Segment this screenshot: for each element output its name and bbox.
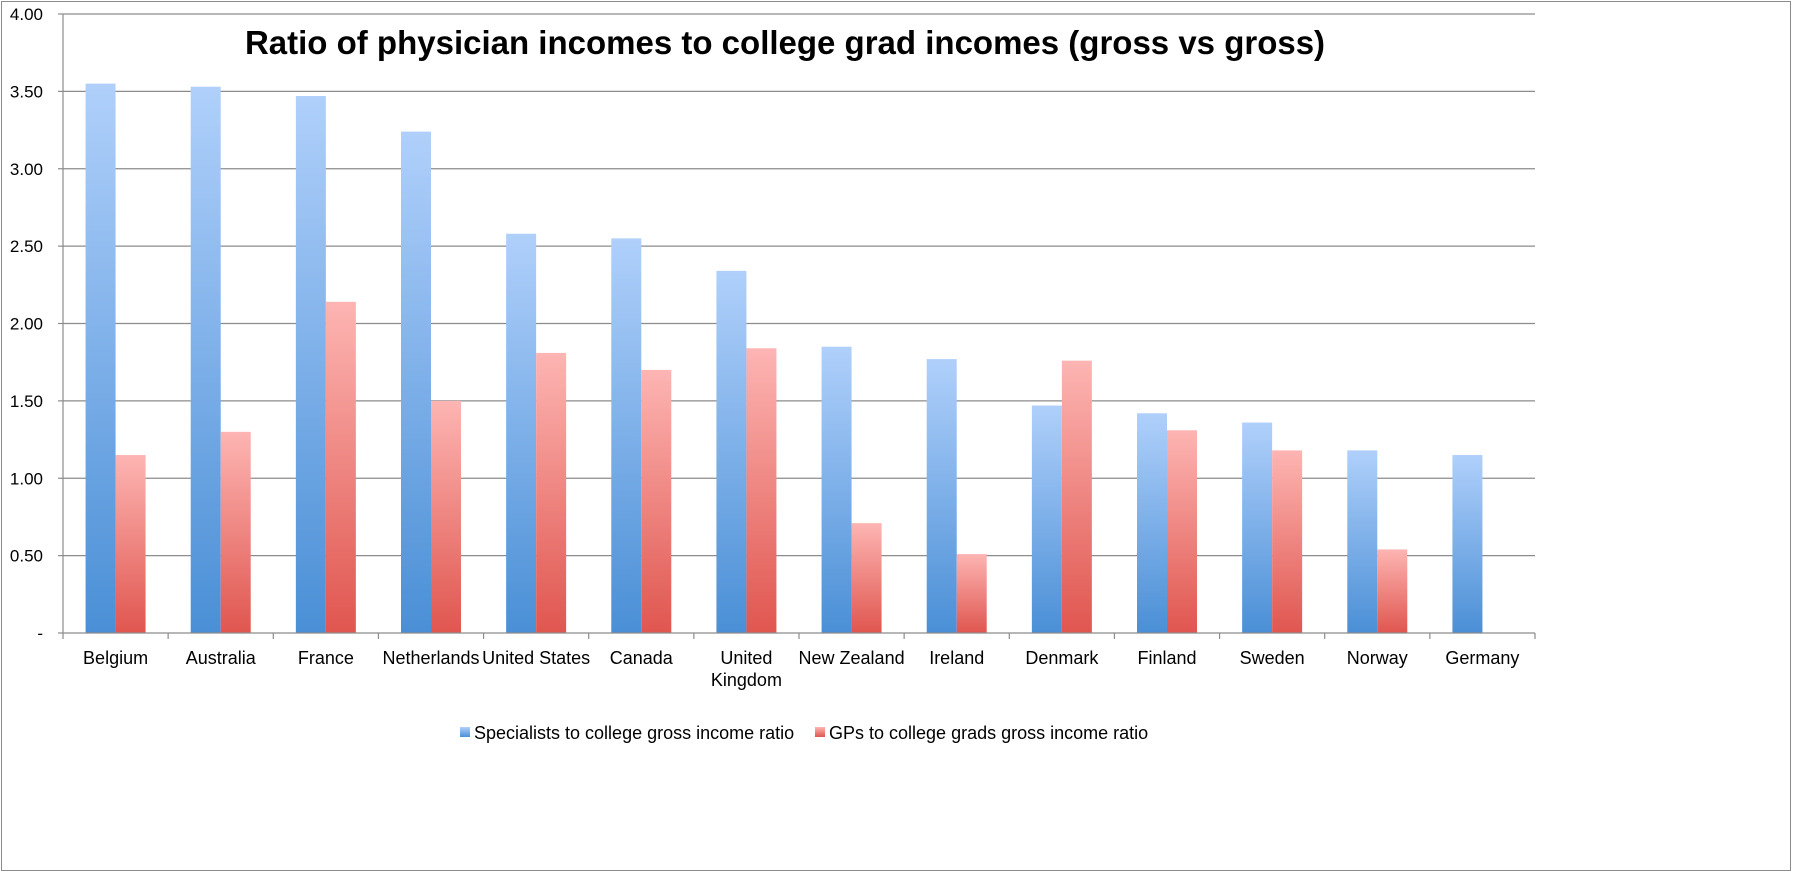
bar-gps-united-kingdom — [746, 348, 777, 633]
y-axis: - 0.50 1.00 1.50 2.00 2.50 3.00 3.50 4.00 — [10, 5, 64, 643]
bar-specialists-united-kingdom — [716, 270, 747, 633]
bar-gps-belgium — [115, 455, 146, 633]
bar-specialists-new-zealand — [821, 346, 852, 633]
bar-gps-new-zealand — [851, 523, 882, 633]
x-tick-label: New Zealand — [799, 648, 905, 668]
bar-specialists-sweden — [1242, 422, 1273, 633]
bar-specialists-france — [295, 96, 326, 633]
x-tick-label: Denmark — [1025, 648, 1099, 668]
x-tick-label: Sweden — [1240, 648, 1305, 668]
x-tick-label: France — [298, 648, 354, 668]
legend-label: GPs to college grads gross income ratio — [829, 723, 1148, 743]
bar-gps-denmark — [1061, 360, 1092, 633]
bar-specialists-finland — [1137, 413, 1167, 633]
bar-specialists-australia — [190, 86, 221, 634]
x-tick-label: Finland — [1137, 648, 1196, 668]
chart-title: Ratio of physician incomes to college gr… — [245, 24, 1325, 61]
x-axis: Belgium Australia France Netherlands United … — [62, 632, 1536, 690]
bar-specialists-belgium — [85, 83, 116, 633]
bar-gps-norway — [1377, 549, 1408, 633]
y-tick-label: 1.00 — [10, 469, 43, 488]
bar-gps-ireland — [956, 554, 987, 633]
bar-gps-finland — [1167, 430, 1197, 633]
bar-specialists-norway — [1347, 450, 1378, 633]
y-tick-label: 1.50 — [10, 392, 43, 411]
y-tick-label: 2.50 — [10, 237, 43, 256]
bar-gps-united-states — [536, 352, 567, 633]
y-tick-label: - — [37, 624, 43, 643]
x-tick-label: Belgium — [83, 648, 148, 668]
y-tick-label: 3.50 — [10, 82, 43, 101]
bar-gps-canada — [641, 369, 672, 633]
x-tick-label: Ireland — [929, 648, 984, 668]
legend: Specialists to college gross income rati… — [460, 723, 1148, 743]
x-tick-label: Australia — [186, 648, 257, 668]
x-tick-label: United States — [482, 648, 590, 668]
bars — [85, 83, 1483, 634]
x-tick-label: Canada — [610, 648, 674, 668]
x-tick-label: Norway — [1347, 648, 1408, 668]
bar-specialists-denmark — [1031, 405, 1062, 633]
bar-specialists-netherlands — [401, 131, 431, 634]
x-tick-label: United Kingdom — [711, 648, 782, 690]
bar-gps-france — [325, 301, 356, 633]
bar-gps-sweden — [1272, 450, 1303, 633]
gridlines — [63, 13, 1535, 557]
legend-swatch — [815, 727, 825, 737]
y-tick-label: 4.00 — [10, 5, 43, 24]
legend-swatch — [460, 727, 470, 737]
legend-label: Specialists to college gross income rati… — [474, 723, 794, 743]
bar-specialists-germany — [1452, 455, 1483, 633]
bar-gps-australia — [220, 431, 251, 633]
x-tick-label: Germany — [1445, 648, 1519, 668]
bar-specialists-ireland — [926, 359, 957, 633]
y-tick-label: 3.00 — [10, 160, 43, 179]
bar-specialists-united-states — [506, 233, 537, 633]
x-tick-label: Netherlands — [382, 648, 479, 668]
bar-specialists-canada — [611, 238, 642, 633]
y-tick-label: 2.00 — [10, 315, 43, 334]
y-tick-label: 0.50 — [10, 547, 43, 566]
bar-gps-netherlands — [431, 400, 461, 633]
